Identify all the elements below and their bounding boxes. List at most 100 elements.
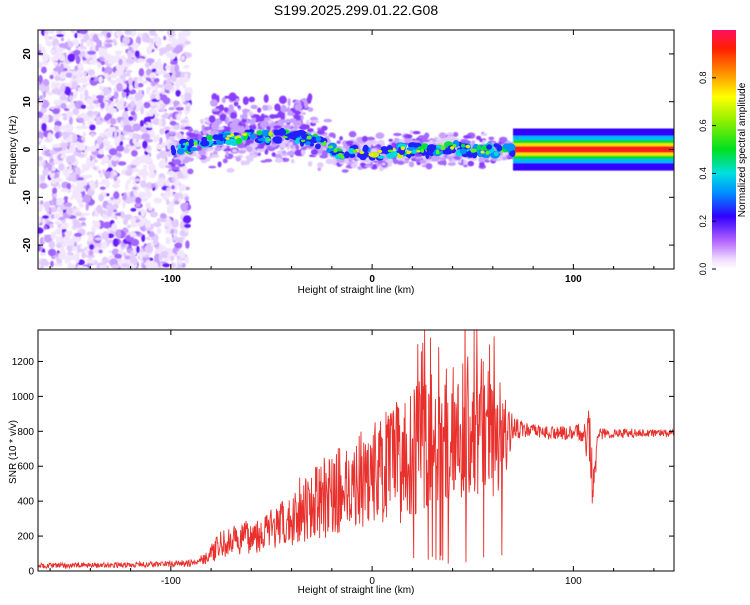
heatmap-noise-blob	[170, 255, 175, 262]
heatmap-cloud-blob	[501, 139, 506, 145]
heatmap-noise-blob	[164, 179, 170, 186]
heatmap-noise-blob	[78, 53, 85, 58]
heatmap-noise-blob	[143, 101, 151, 109]
heatmap-noise-blob	[77, 62, 83, 71]
heatmap-noise-blob	[51, 70, 60, 76]
heatmap-cloud-blob	[279, 142, 286, 149]
heatmap-noise-blob	[185, 105, 190, 111]
heatmap-noise-blob	[80, 104, 87, 109]
heatmap-noise-blob	[142, 80, 149, 85]
spectrogram-y-tick-label: -10	[22, 190, 33, 205]
heatmap-noise-blob	[166, 205, 174, 210]
heatmap-noise-blob	[91, 46, 96, 51]
heatmap-noise-blob	[111, 223, 118, 232]
heatmap-noise-blob	[48, 240, 56, 249]
heatmap-cloud-blob	[206, 147, 215, 152]
heatmap-noise-blob	[67, 262, 73, 269]
heatmap-cloud-blob	[193, 129, 199, 133]
heatmap-cloud-blob	[317, 167, 322, 172]
heatmap-noise-blob	[115, 78, 123, 83]
heatmap-noise-blob	[78, 86, 87, 90]
heatmap-noise-blob	[87, 234, 93, 242]
heatmap-noise-blob	[66, 252, 74, 256]
heatmap-noise-blob	[123, 147, 130, 154]
heatmap-noise-blob	[101, 256, 109, 265]
heatmap-plume-blob	[209, 130, 218, 135]
colorbar-gradient	[712, 30, 736, 269]
heatmap-noise-blob	[152, 91, 161, 95]
heatmap-noise-blob	[147, 129, 155, 135]
heatmap-ridge-peak	[193, 141, 198, 146]
heatmap-cloud-blob	[434, 156, 440, 162]
heatmap-noise-blob	[75, 55, 81, 65]
heatmap-noise-blob	[88, 250, 94, 256]
heatmap-noise-blob	[182, 215, 192, 224]
heatmap-plume-blob	[307, 128, 314, 133]
heatmap-cloud-blob	[176, 134, 185, 138]
heatmap-noise-blob	[63, 196, 69, 200]
heatmap-noise-blob	[155, 39, 162, 47]
heatmap-noise-blob	[98, 149, 105, 155]
spectrogram-x-tick-label: -100	[161, 274, 181, 285]
heatmap-noise-blob	[72, 91, 78, 96]
heatmap-noise-blob	[77, 117, 84, 123]
heatmap-cloud-blob	[443, 136, 453, 143]
heatmap-noise-blob	[162, 263, 171, 268]
heatmap-noise-blob	[104, 66, 113, 76]
heatmap-noise-blob	[74, 232, 82, 237]
heatmap-cloud-blob	[226, 168, 235, 173]
heatmap-noise-blob	[125, 169, 133, 177]
heatmap-noise-blob	[79, 92, 84, 101]
heatmap-noise-blob	[64, 172, 70, 178]
heatmap-noise-blob	[47, 132, 53, 141]
heatmap-noise-blob	[101, 231, 109, 240]
heatmap-noise-blob	[163, 35, 167, 41]
heatmap-noise-blob	[130, 42, 140, 49]
heatmap-noise-blob	[52, 108, 60, 115]
heatmap-plume-blob	[293, 110, 301, 115]
heatmap-ridge-blob	[459, 148, 467, 155]
heatmap-noise-blob	[142, 140, 148, 149]
heatmap-ridge-blob	[315, 143, 321, 150]
heatmap-plume-blob	[280, 104, 287, 114]
heatmap-noise-blob	[44, 167, 49, 176]
heatmap-noise-blob	[114, 130, 118, 139]
heatmap-plume-blob	[209, 99, 218, 107]
heatmap-noise-blob	[63, 67, 68, 72]
heatmap-cloud-blob	[392, 157, 399, 165]
heatmap-noise-blob	[52, 187, 58, 194]
heatmap-noise-blob	[88, 174, 93, 179]
heatmap-noise-blob	[159, 137, 163, 145]
heatmap-noise-blob	[141, 35, 151, 43]
heatmap-noise-blob	[151, 63, 155, 69]
heatmap-ridge-peak	[230, 133, 235, 137]
heatmap-noise-blob	[149, 30, 156, 36]
heatmap-cloud-blob	[499, 136, 508, 143]
heatmap-cloud-blob	[225, 150, 229, 157]
heatmap-noise-blob	[109, 144, 113, 148]
heatmap-noise-blob	[163, 257, 170, 262]
heatmap-noise-blob	[156, 106, 161, 110]
heatmap-ridge-peak	[266, 138, 272, 141]
heatmap-ridge-blob	[261, 129, 271, 137]
heatmap-noise-blob	[69, 154, 76, 164]
heatmap-noise-blob	[40, 200, 44, 205]
heatmap-noise-blob	[158, 254, 163, 261]
heatmap-noise-blob	[100, 241, 108, 250]
heatmap-cloud-blob	[348, 131, 357, 138]
heatmap-noise-blob	[173, 200, 180, 205]
heatmap-cloud-blob	[378, 166, 384, 172]
heatmap-noise-blob	[134, 80, 139, 89]
heatmap-noise-blob	[91, 211, 96, 217]
heatmap-noise-blob	[139, 197, 148, 203]
heatmap-noise-blob	[159, 70, 168, 75]
heatmap-noise-blob	[184, 52, 193, 58]
heatmap-noise-blob	[105, 113, 113, 120]
heatmap-cloud-blob	[361, 135, 368, 143]
heatmap-ridge-peak	[392, 147, 396, 152]
heatmap-cloud-blob	[350, 163, 358, 169]
heatmap-cloud-blob	[369, 140, 378, 145]
heatmap-noise-blob	[47, 30, 55, 34]
